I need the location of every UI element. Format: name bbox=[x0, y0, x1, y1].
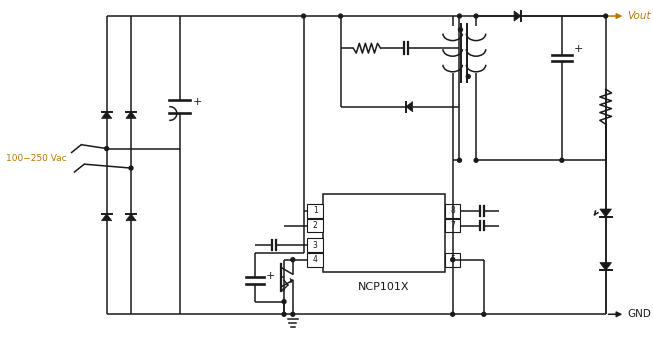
Polygon shape bbox=[514, 11, 521, 21]
Polygon shape bbox=[126, 214, 136, 221]
Text: 5: 5 bbox=[450, 255, 455, 264]
Polygon shape bbox=[101, 214, 112, 221]
Circle shape bbox=[339, 14, 343, 18]
Text: 2: 2 bbox=[313, 221, 317, 230]
Polygon shape bbox=[126, 111, 136, 118]
Circle shape bbox=[474, 158, 478, 162]
Text: 8: 8 bbox=[451, 207, 455, 215]
Circle shape bbox=[458, 14, 462, 18]
Polygon shape bbox=[600, 209, 611, 217]
Text: GND: GND bbox=[627, 309, 651, 319]
Circle shape bbox=[451, 312, 454, 316]
Polygon shape bbox=[600, 263, 611, 271]
Circle shape bbox=[458, 158, 462, 162]
Text: NCP101X: NCP101X bbox=[358, 282, 409, 292]
Text: +: + bbox=[266, 271, 275, 281]
Polygon shape bbox=[101, 111, 112, 118]
Text: 100−250 Vac: 100−250 Vac bbox=[7, 154, 67, 163]
Circle shape bbox=[291, 312, 295, 316]
Circle shape bbox=[466, 75, 470, 78]
Circle shape bbox=[604, 14, 608, 18]
Text: 7: 7 bbox=[450, 221, 455, 230]
Circle shape bbox=[291, 258, 295, 262]
Circle shape bbox=[104, 147, 108, 150]
FancyBboxPatch shape bbox=[308, 253, 323, 266]
FancyBboxPatch shape bbox=[445, 253, 460, 266]
FancyBboxPatch shape bbox=[308, 204, 323, 218]
FancyBboxPatch shape bbox=[323, 194, 445, 272]
FancyBboxPatch shape bbox=[445, 219, 460, 233]
FancyBboxPatch shape bbox=[445, 204, 460, 218]
Circle shape bbox=[474, 14, 478, 18]
Circle shape bbox=[451, 258, 454, 262]
Circle shape bbox=[302, 14, 306, 18]
Text: +: + bbox=[193, 97, 202, 107]
Text: +: + bbox=[573, 44, 583, 54]
Polygon shape bbox=[282, 289, 285, 292]
FancyBboxPatch shape bbox=[308, 238, 323, 252]
Polygon shape bbox=[290, 278, 293, 283]
Text: 4: 4 bbox=[313, 255, 317, 264]
Text: Vout: Vout bbox=[627, 11, 651, 21]
Circle shape bbox=[482, 312, 486, 316]
Polygon shape bbox=[406, 102, 413, 112]
Circle shape bbox=[458, 28, 462, 31]
FancyBboxPatch shape bbox=[308, 219, 323, 233]
Circle shape bbox=[560, 158, 564, 162]
Text: 1: 1 bbox=[313, 207, 317, 215]
Circle shape bbox=[129, 166, 133, 170]
Text: 3: 3 bbox=[313, 240, 317, 250]
Circle shape bbox=[282, 300, 286, 304]
Circle shape bbox=[282, 312, 286, 316]
